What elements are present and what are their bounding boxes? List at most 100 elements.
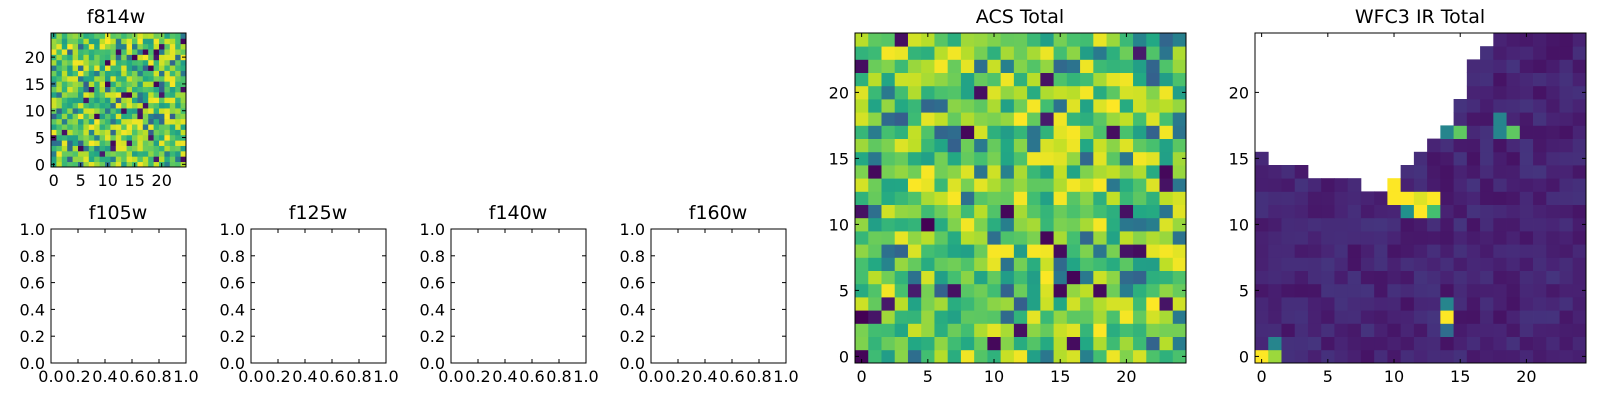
panel-wfc3-ir-total-cell: [1440, 283, 1454, 298]
panel-acs-total-cell: [1066, 165, 1081, 179]
panel-f814w-cell: [148, 91, 154, 98]
panel-f814w-cell: [83, 150, 90, 157]
panel-f140w-ytick-label: 0.8: [420, 247, 445, 266]
panel-acs-total-cell: [1133, 125, 1147, 139]
panel-acs-total-xtick-label: 20: [1116, 367, 1136, 386]
panel-f814w-cell: [180, 75, 187, 82]
panel-f814w-cell: [83, 113, 90, 120]
panel-acs-total-cell: [1040, 72, 1054, 87]
panel-acs-total-cell: [1053, 204, 1068, 219]
panel-wfc3-ir-total-xtick-label: 10: [1384, 367, 1404, 386]
panel-f814w-cell: [72, 161, 79, 168]
panel-f814w-cell: [83, 59, 90, 66]
panel-f140w: f140w 0.0 0.2 0.4 0.6 0.8 1.00.00.20.40.60.81…: [420, 202, 599, 386]
panel-acs-total-cell: [1053, 310, 1068, 324]
panel-acs-total-cell: [1000, 231, 1015, 245]
panel-f814w-cell: [51, 86, 57, 93]
panel-wfc3-ir-total-cell: [1321, 204, 1335, 219]
panel-wfc3-ir-total-cell: [1413, 297, 1428, 311]
panel-f814w-cell: [72, 59, 79, 66]
panel-f814w-cell: [105, 59, 111, 66]
panel-f814w-xtick-label: 0: [49, 171, 59, 190]
panel-f814w-cell: [121, 150, 127, 157]
panel-f814w-cell: [159, 43, 165, 50]
panel-wfc3-ir-total-cell: [1294, 217, 1309, 232]
panel-wfc3-ir-total-cell: [1347, 283, 1362, 298]
panel-f140w-xtick-label: 0.0: [438, 367, 463, 386]
panel-f814w-cell: [56, 81, 63, 87]
panel-acs-total-cell: [1000, 99, 1015, 113]
panel-acs-total-cell: [1172, 349, 1187, 364]
panel-acs-total-cell: [1000, 72, 1015, 87]
panel-wfc3-ir-total-cell: [1480, 323, 1494, 337]
panel-f814w-cell: [99, 86, 106, 93]
panel-acs-total-cell: [881, 244, 896, 258]
panel-wfc3-ir-total-cell: [1294, 349, 1309, 364]
panel-wfc3-ir-total-cell: [1255, 151, 1269, 166]
panel-acs-total-cell: [1106, 310, 1121, 324]
panel-f125w-title: f125w: [289, 202, 348, 224]
panel-acs-total-cell: [1093, 165, 1107, 179]
panel-f814w-cell: [169, 108, 176, 114]
panel-acs-total-cell: [1159, 231, 1174, 245]
panel-acs-total-cell: [1133, 151, 1147, 166]
panel-acs-total-cell: [1080, 204, 1094, 219]
panel-wfc3-ir-total-cell: [1255, 165, 1269, 179]
panel-acs-total-cell: [987, 244, 1002, 258]
panel-f814w-cell: [56, 129, 63, 136]
panel-f814w-cell: [105, 124, 111, 130]
panel-f814w-cell: [88, 156, 95, 163]
panel-wfc3-ir-total-cell: [1533, 99, 1547, 113]
panel-f814w-cell: [83, 102, 90, 109]
panel-acs-total-cell: [1119, 33, 1134, 47]
panel-f814w-cell: [142, 91, 149, 98]
panel-f814w-cell: [99, 102, 106, 109]
panel-f814w-cell: [105, 150, 111, 157]
panel-f814w-cell: [99, 140, 106, 146]
panel-f814w-cell: [137, 38, 144, 45]
panel-acs-total-cell: [1066, 217, 1081, 232]
panel-wfc3-ir-total-cell: [1533, 244, 1547, 258]
panel-f105w-title: f105w: [89, 202, 148, 224]
panel-f814w-cell: [132, 75, 138, 82]
panel-wfc3-ir-total-cell: [1294, 283, 1309, 298]
panel-acs-total-cell: [907, 257, 922, 271]
panel-acs-total-cell: [1172, 138, 1187, 153]
panel-wfc3-ir-total-cell: [1281, 178, 1296, 192]
panel-f814w-cell: [61, 113, 68, 120]
panel-wfc3-ir-total-cell: [1546, 323, 1560, 337]
panel-acs-total-title: ACS Total: [976, 6, 1064, 28]
panel-acs-total-cell: [1080, 310, 1094, 324]
panel-f814w-cell: [83, 33, 90, 39]
panel-acs-total-cell: [1146, 270, 1160, 285]
panel-acs-total-cell: [881, 46, 896, 60]
panel-f814w-cell: [126, 65, 133, 71]
panel-f814w-cell: [164, 113, 171, 120]
panel-acs-total-cell: [1106, 46, 1121, 60]
panel-acs-total-cell: [1119, 72, 1134, 87]
panel-wfc3-ir-total-cell: [1519, 165, 1534, 179]
panel-acs-total-cell: [1040, 336, 1054, 351]
panel-f814w-cell: [99, 156, 106, 163]
panel-wfc3-ir-total-cell: [1347, 244, 1362, 258]
panel-wfc3-ir-total-cell: [1427, 310, 1441, 324]
panel-wfc3-ir-total-cell: [1334, 310, 1349, 324]
panel-wfc3-ir-total-cell: [1387, 297, 1402, 311]
panel-wfc3-ir-total-cell: [1519, 191, 1534, 205]
panel-f814w-cell: [132, 140, 138, 146]
panel-wfc3-ir-total-cell: [1466, 99, 1481, 113]
panel-f814w-cell: [121, 97, 127, 104]
panel-acs-total-cell: [1093, 323, 1107, 337]
panel-wfc3-ir-total-cell: [1255, 231, 1269, 245]
panel-acs-total-cell: [1093, 270, 1107, 285]
panel-acs-total-cell: [1027, 178, 1041, 192]
panel-f814w-cell: [83, 75, 90, 82]
panel-wfc3-ir-total-cell: [1334, 217, 1349, 232]
panel-f814w-cell: [126, 140, 133, 146]
panel-acs-total-cell: [868, 59, 882, 73]
panel-f814w-cell: [126, 118, 133, 125]
panel-f814w-cell: [164, 59, 171, 66]
panel-f814w-cell: [78, 38, 84, 45]
panel-acs-total-cell: [907, 59, 922, 73]
panel-f814w-cell: [110, 33, 117, 39]
